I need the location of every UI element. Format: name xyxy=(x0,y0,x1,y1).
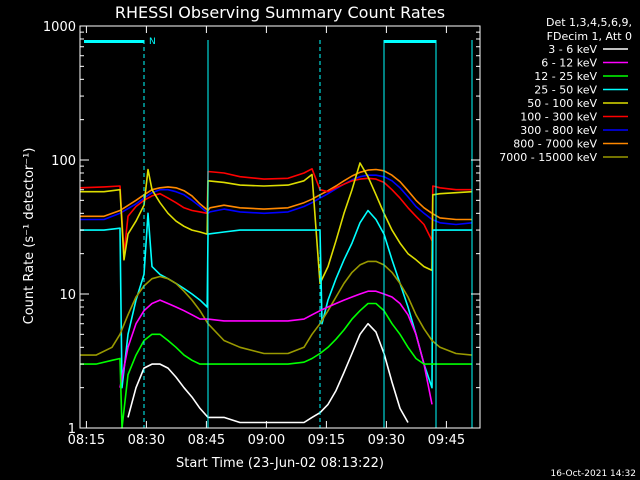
legend: Det 1,3,4,5,6,9, FDecim 1, Att 0 3 - 6 k… xyxy=(499,16,632,164)
legend-header-detectors: Det 1,3,4,5,6,9, xyxy=(546,16,632,29)
x-tick-label-0: 08:15 xyxy=(68,433,105,448)
legend-header-fdecim: FDecim 1, Att 0 xyxy=(547,30,632,43)
legend-label-1: 6 - 12 keV xyxy=(541,57,597,70)
y-axis-label: Count Rate (s⁻¹ detector⁻¹) xyxy=(22,148,37,325)
series-line-0 xyxy=(80,168,472,221)
x-axis-label: Start Time (23-Jun-02 08:13:22) xyxy=(176,456,384,471)
series-line-5 xyxy=(80,260,473,356)
night-flag-label: N xyxy=(149,37,156,47)
y-tick-label-1: 10 xyxy=(59,288,76,303)
x-tick-label-5: 09:30 xyxy=(368,433,405,448)
y-tick-label-0: 1 xyxy=(68,422,76,437)
series-line-7 xyxy=(80,302,472,429)
series-line-8 xyxy=(127,322,409,424)
x-tick-label-4: 09:15 xyxy=(308,433,345,448)
footer-timestamp: 16-Oct-2021 14:32 xyxy=(551,469,636,479)
legend-label-7: 800 - 7000 keV xyxy=(513,138,597,151)
series-line-6 xyxy=(119,290,433,405)
legend-label-6: 300 - 800 keV xyxy=(520,124,597,137)
chart-title: RHESSI Observing Summary Count Rates xyxy=(115,3,445,22)
legend-label-3: 25 - 50 keV xyxy=(534,84,597,97)
legend-label-2: 12 - 25 keV xyxy=(534,70,597,83)
night-bar-0 xyxy=(84,40,144,43)
x-axis-ticks: 08:15 08:30 08:45 09:00 09:15 09:30 09:45 xyxy=(68,26,465,448)
x-tick-label-3: 09:00 xyxy=(248,433,285,448)
x-tick-label-1: 08:30 xyxy=(128,433,165,448)
series-line-4 xyxy=(80,209,472,389)
y-tick-label-3: 1000 xyxy=(43,20,76,35)
series-lines xyxy=(79,162,473,429)
night-bar-1 xyxy=(384,40,436,43)
orbit-markers: N xyxy=(143,37,473,428)
legend-label-5: 100 - 300 keV xyxy=(520,111,597,124)
legend-label-4: 50 - 100 keV xyxy=(527,97,597,110)
night-periods xyxy=(84,40,436,43)
legend-label-8: 7000 - 15000 keV xyxy=(499,151,597,164)
series-line-1 xyxy=(80,174,473,226)
y-tick-label-2: 100 xyxy=(51,154,76,169)
x-tick-label-2: 08:45 xyxy=(188,433,225,448)
x-tick-label-6: 09:45 xyxy=(428,433,465,448)
series-line-3 xyxy=(80,162,473,285)
series-line-2 xyxy=(79,168,472,255)
plot-frame xyxy=(79,25,481,429)
legend-label-0: 3 - 6 keV xyxy=(548,43,597,56)
y-axis-ticks: 1 10 100 1000 xyxy=(43,20,480,437)
